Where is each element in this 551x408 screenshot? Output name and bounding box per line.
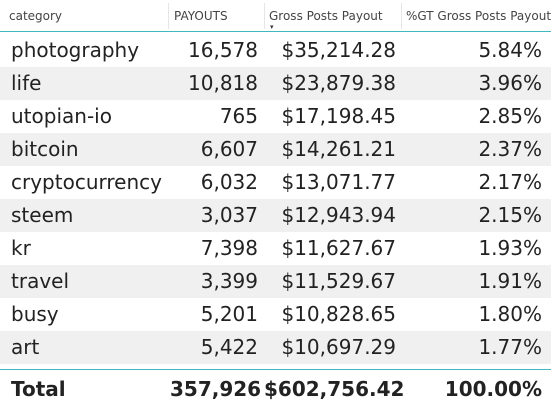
cell-pct-gross-posts-payout: 1.91% [478, 269, 542, 293]
cell-payouts: 765 [219, 104, 258, 128]
column-header-payouts[interactable]: PAYOUTS [174, 9, 228, 23]
cell-pct-gross-posts-payout: 2.37% [478, 137, 542, 161]
table-row[interactable]: photography 16,578 $35,214.28 5.84% [0, 34, 551, 67]
total-pct-gross-posts-payout: 100.00% [444, 377, 542, 401]
table-row[interactable]: kr 7,398 $11,627.67 1.93% [0, 232, 551, 265]
cell-pct-gross-posts-payout: 1.93% [478, 236, 542, 260]
cell-pct-gross-posts-payout: 5.84% [478, 38, 542, 62]
cell-gross-posts-payout [264, 364, 396, 368]
cell-category: art [11, 335, 40, 359]
cell-payouts: 6,032 [200, 170, 258, 194]
total-gross-posts-payout: $602,756.42 [264, 377, 405, 401]
cell-gross-posts-payout: $11,529.67 [281, 269, 396, 293]
cell-category: utopian-io [11, 104, 112, 128]
cell-gross-posts-payout: $35,214.28 [281, 38, 396, 62]
cell-payouts [170, 364, 258, 368]
cell-category: bitcoin [11, 137, 79, 161]
table-row[interactable]: travel 3,399 $11,529.67 1.91% [0, 265, 551, 298]
cell-gross-posts-payout: $23,879.38 [281, 71, 396, 95]
total-label: Total [11, 377, 66, 401]
cell-category: photography [11, 38, 140, 62]
table-row[interactable] [0, 364, 551, 368]
table-row[interactable]: busy 5,201 $10,828.65 1.80% [0, 298, 551, 331]
cell-gross-posts-payout: $14,261.21 [281, 137, 396, 161]
total-payouts: 357,926 [170, 377, 262, 401]
table-row[interactable]: bitcoin 6,607 $14,261.21 2.37% [0, 133, 551, 166]
table-row[interactable]: art 5,422 $10,697.29 1.77% [0, 331, 551, 364]
cell-category [11, 364, 171, 368]
cell-category: kr [11, 236, 31, 260]
cell-pct-gross-posts-payout: 1.80% [478, 302, 542, 326]
cell-gross-posts-payout: $17,198.45 [281, 104, 396, 128]
cell-category: life [11, 71, 42, 95]
cell-payouts: 5,201 [200, 302, 258, 326]
cell-category: cryptocurrency [11, 170, 162, 194]
cell-category: travel [11, 269, 70, 293]
column-divider [401, 3, 402, 29]
table-row[interactable]: utopian-io 765 $17,198.45 2.85% [0, 100, 551, 133]
column-divider [168, 3, 169, 29]
total-row: Total 357,926 $602,756.42 100.00% [0, 369, 551, 406]
column-header-category[interactable]: category [9, 9, 63, 23]
column-divider [264, 3, 265, 29]
table-header: category PAYOUTS Gross Posts Payout ▾ %G… [0, 0, 551, 32]
column-header-gross-posts-payout[interactable]: Gross Posts Payout [269, 9, 383, 23]
cell-pct-gross-posts-payout: 2.17% [478, 170, 542, 194]
cell-payouts: 16,578 [188, 38, 258, 62]
column-header-pct-gross-posts-payout[interactable]: %GT Gross Posts Payout [406, 9, 551, 23]
cell-gross-posts-payout: $13,071.77 [281, 170, 396, 194]
table-body: photography 16,578 $35,214.28 5.84% life 10,8… [0, 34, 551, 368]
cell-pct-gross-posts-payout: 3.96% [478, 71, 542, 95]
cell-payouts: 10,818 [188, 71, 258, 95]
cell-payouts: 5,422 [200, 335, 258, 359]
cell-gross-posts-payout: $11,627.67 [281, 236, 396, 260]
cell-category: steem [11, 203, 74, 227]
cell-gross-posts-payout: $10,697.29 [281, 335, 396, 359]
cell-gross-posts-payout: $12,943.94 [281, 203, 396, 227]
sort-descending-icon: ▾ [270, 23, 274, 31]
table-row[interactable]: life 10,818 $23,879.38 3.96% [0, 67, 551, 100]
vertical-scrollbar[interactable] [547, 34, 551, 368]
table-row[interactable]: cryptocurrency 6,032 $13,071.77 2.17% [0, 166, 551, 199]
cell-pct-gross-posts-payout: 1.77% [478, 335, 542, 359]
cell-payouts: 3,037 [200, 203, 258, 227]
cell-pct-gross-posts-payout [400, 364, 542, 368]
cell-pct-gross-posts-payout: 2.85% [478, 104, 542, 128]
cell-category: busy [11, 302, 59, 326]
cell-payouts: 6,607 [200, 137, 258, 161]
cell-payouts: 3,399 [200, 269, 258, 293]
table-row[interactable]: steem 3,037 $12,943.94 2.15% [0, 199, 551, 232]
cell-payouts: 7,398 [200, 236, 258, 260]
cell-gross-posts-payout: $10,828.65 [281, 302, 396, 326]
cell-pct-gross-posts-payout: 2.15% [478, 203, 542, 227]
